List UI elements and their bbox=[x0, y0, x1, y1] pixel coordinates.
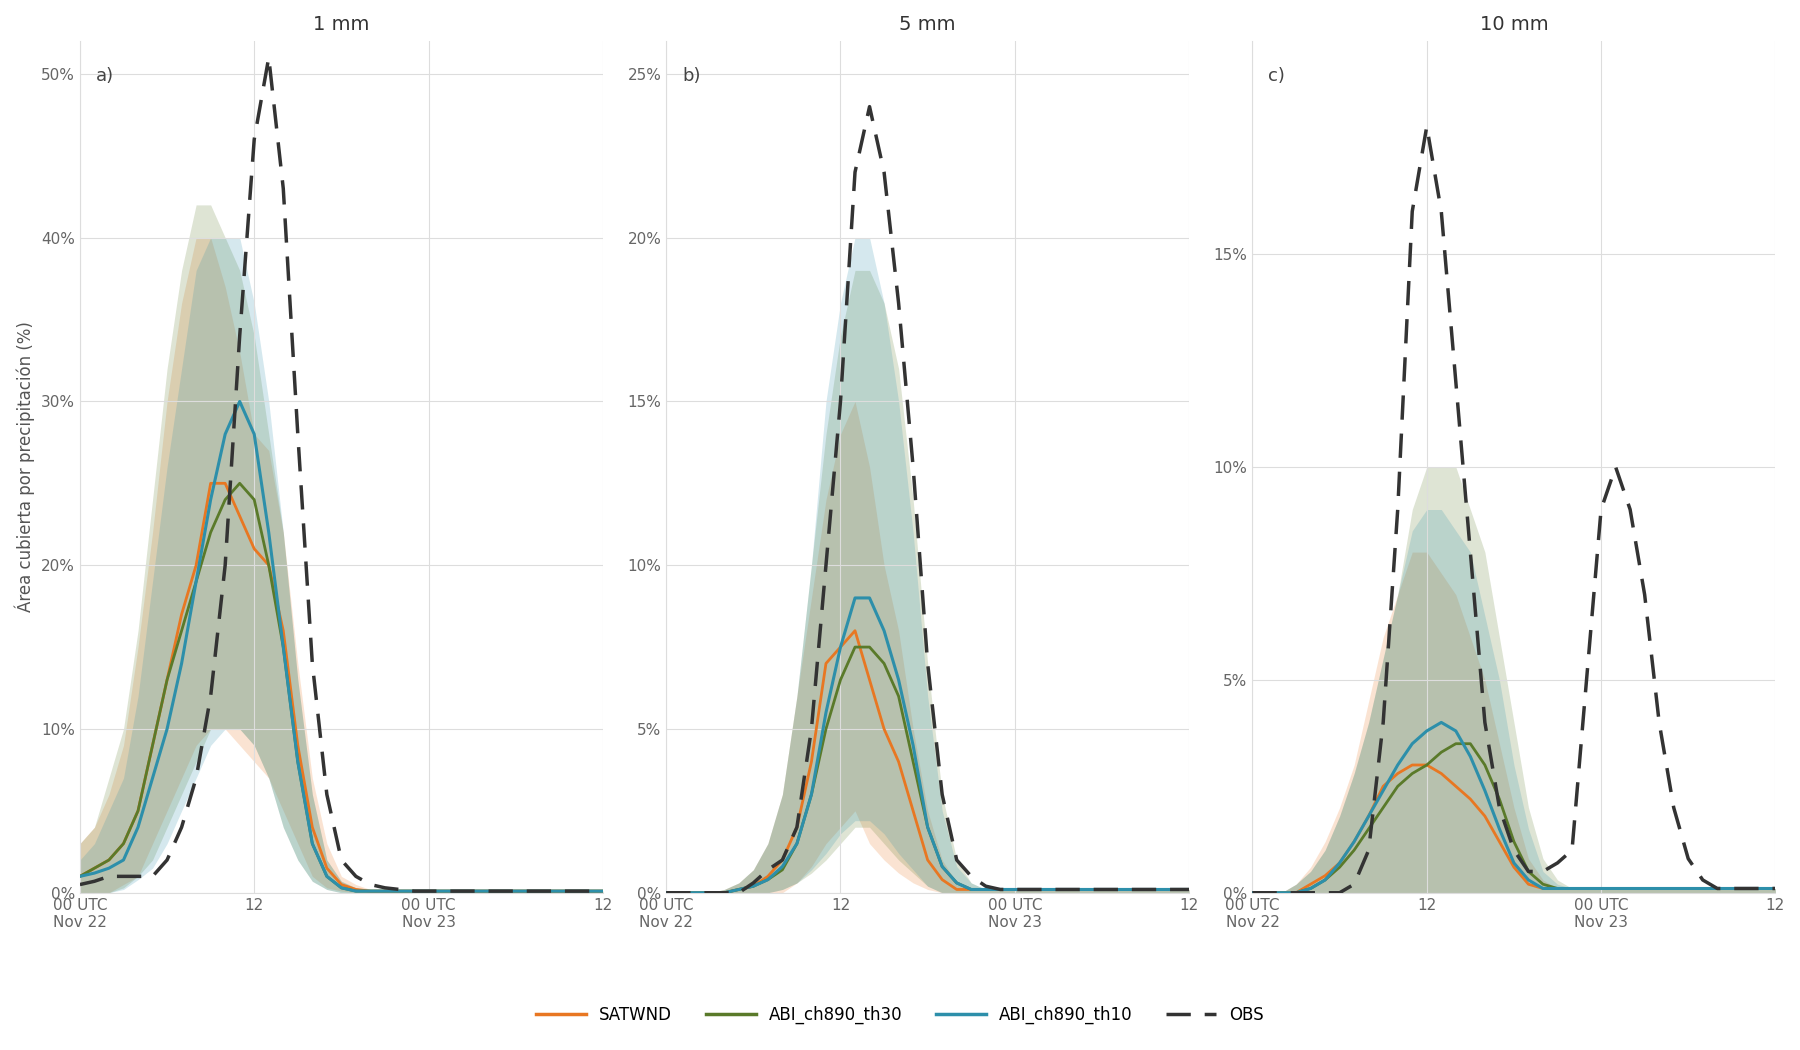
Text: c): c) bbox=[1269, 66, 1285, 85]
Title: 5 mm: 5 mm bbox=[900, 15, 956, 34]
Y-axis label: Área cubierta por precipitación (%): Área cubierta por precipitación (%) bbox=[14, 321, 36, 612]
Title: 10 mm: 10 mm bbox=[1480, 15, 1548, 34]
Title: 1 mm: 1 mm bbox=[313, 15, 369, 34]
Legend: SATWND, ABI_ch890_th30, ABI_ch890_th10, OBS: SATWND, ABI_ch890_th30, ABI_ch890_th10, … bbox=[529, 1000, 1271, 1031]
Text: b): b) bbox=[682, 66, 700, 85]
Text: a): a) bbox=[95, 66, 113, 85]
